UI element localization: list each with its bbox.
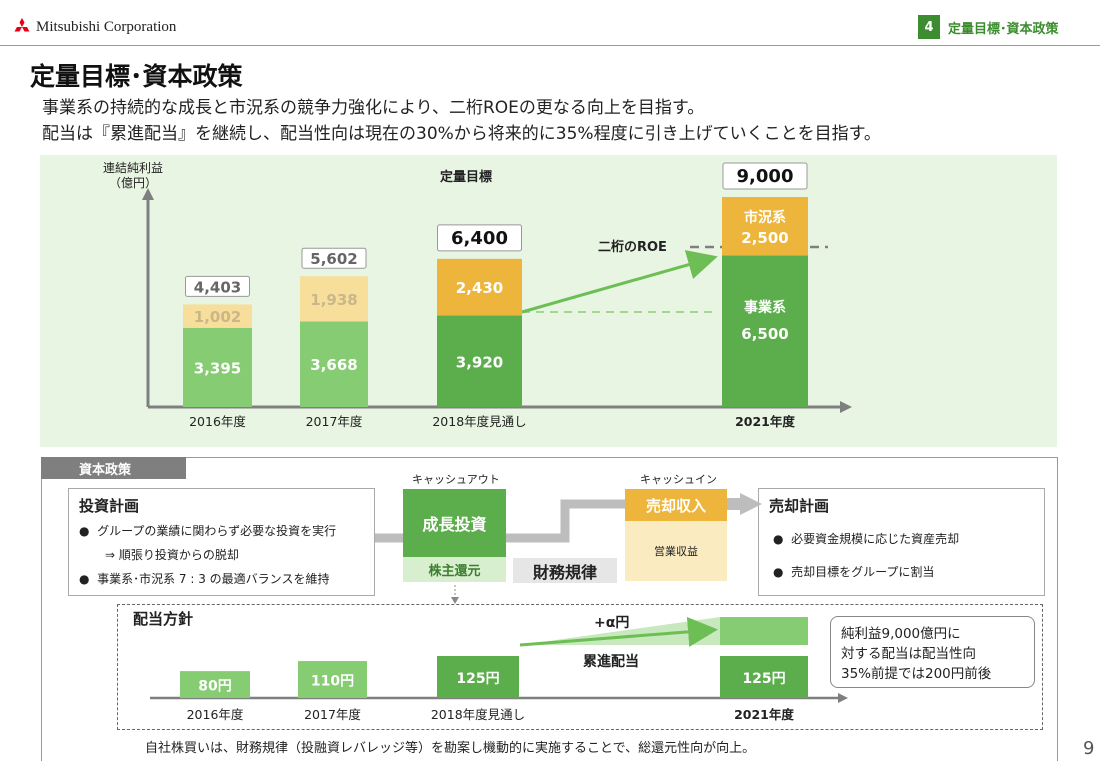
section-number: 4 <box>918 15 940 39</box>
investment-plan-panel: 投資計画 ● グループの業績に関わらず必要な投資を実行 ⇒ 順張り投資からの脱却… <box>68 488 375 596</box>
bar-top-label-3: 2,500 <box>741 229 788 247</box>
bar-top-label-0: 1,002 <box>194 308 241 326</box>
total-box-3 <box>722 162 808 190</box>
bar-base-label-1: 3,668 <box>310 356 357 374</box>
segment-label-market: 市況系 <box>744 209 786 226</box>
investment-bullet-2: ● 事業系･市況系 7 : 3 の最適バランスを維持 <box>79 572 330 586</box>
bar-top-2 <box>437 258 522 316</box>
dividend-chart: 80円 2016年度 110円 2017年度 125円 2018年度見通し 125円 2021… <box>150 616 848 722</box>
company-name: Mitsubishi Corporation <box>36 18 177 35</box>
sale-bullet-2: ● 売却目標をグループに割当 <box>773 565 935 579</box>
footer-note: 自社株買いは、財務規律（投融資レバレッジ等）を勘案し機動的に実施することで、総還… <box>145 741 756 756</box>
cash-in-label: キャッシュイン <box>640 473 717 486</box>
growth-investment-box: 成長投資 <box>403 489 506 557</box>
dividend-x-tick-1: 2017年度 <box>304 707 361 722</box>
sale-income-box: 売却収入 <box>625 489 727 521</box>
total-box-2 <box>437 224 522 252</box>
dividend-bar-label-1: 110円 <box>311 674 354 690</box>
capital-policy-frame <box>41 457 1058 761</box>
dividend-bar-label-0: 80円 <box>198 679 231 695</box>
total-label-1: 5,602 <box>310 250 357 268</box>
investment-bullet-1-sub: ⇒ 順張り投資からの脱却 <box>105 548 239 562</box>
total-label-2: 6,400 <box>451 228 508 249</box>
dividend-bar-2 <box>437 656 519 698</box>
dividend-bar-1 <box>298 661 367 698</box>
subtitle-line-2: 配当は『累進配当』を継続し、配当性向は現在の30%から将来的に35%程度に引き上… <box>42 124 881 144</box>
bar-top-1 <box>300 276 368 322</box>
bar-top-0 <box>183 304 252 328</box>
investment-bullet-1: ● グループの業績に関わらず必要な投資を実行 <box>79 524 337 538</box>
total-label-0: 4,403 <box>194 278 241 296</box>
bar-base-2 <box>437 315 522 407</box>
total-box-1 <box>301 247 367 269</box>
y-axis-arrow <box>142 188 154 200</box>
dividend-bar-label-3: 125円 <box>742 671 785 687</box>
target-chart: 3,395 1,002 4,403 2016年度 3,668 1,938 5,602 2017… <box>142 162 852 429</box>
header-divider <box>0 45 1100 46</box>
y-axis-label: 連結純利益 （億円） <box>103 161 164 190</box>
x-axis-arrow <box>840 401 852 413</box>
bar-base-1 <box>300 321 368 407</box>
total-box-0 <box>185 275 250 297</box>
page-title: 定量目標･資本政策 <box>30 62 243 91</box>
bar-top-label-2: 2,430 <box>456 279 503 297</box>
dividend-note: 純利益9,000億円に 対する配当は配当性向 35%前提では200円前後 <box>830 616 1035 688</box>
sale-plan-title: 売却計画 <box>769 497 830 515</box>
dividend-x-axis-arrow <box>838 693 848 703</box>
segment-label-business: 事業系 <box>744 299 786 316</box>
section-indicator: 4 定量目標･資本政策 <box>918 15 1059 39</box>
x-tick-label-1: 2017年度 <box>306 414 363 429</box>
bar-top-label-1: 1,938 <box>310 291 357 309</box>
bar-base-label-0: 3,395 <box>194 359 241 377</box>
bar-base-label-3: 6,500 <box>741 325 788 343</box>
section-title: 定量目標･資本政策 <box>948 21 1059 37</box>
x-tick-label-0: 2016年度 <box>189 414 246 429</box>
target-chart-title: 定量目標 <box>440 170 493 185</box>
x-tick-label-3: 2021年度 <box>735 414 795 429</box>
cash-out-label: キャッシュアウト <box>412 473 500 486</box>
bar-base-label-2: 3,920 <box>456 353 503 371</box>
dividend-x-tick-3: 2021年度 <box>734 707 794 722</box>
dividend-growth-arrow <box>519 616 718 647</box>
sale-bullet-1: ● 必要資金規模に応じた資産売却 <box>773 532 960 546</box>
bar-base-3 <box>722 255 808 407</box>
plus-alpha-bar <box>720 617 808 645</box>
plus-alpha-annotation: +α円 <box>594 615 630 631</box>
bar-top-3 <box>722 197 808 256</box>
page-number: 9 <box>1083 738 1095 759</box>
capital-policy-tag: 資本政策 <box>41 457 186 479</box>
dividend-bar-0 <box>180 671 250 698</box>
roe-annotation: 二桁のROE <box>598 240 667 255</box>
growth-arrow <box>521 250 718 314</box>
total-label-3: 9,000 <box>737 166 794 187</box>
three-diamonds-icon <box>14 18 30 32</box>
x-tick-label-2: 2018年度見通し <box>432 414 526 429</box>
dividend-x-tick-2: 2018年度見通し <box>431 707 525 722</box>
bar-base-0 <box>183 327 252 407</box>
company-logo: Mitsubishi Corporation <box>12 18 176 36</box>
subtitle-line-1: 事業系の持続的な成長と市況系の競争力強化により、二桁ROEの更なる向上を目指す。 <box>42 98 705 118</box>
investment-plan-title: 投資計画 <box>79 497 140 515</box>
dividend-bar-label-2: 125円 <box>456 671 499 687</box>
shareholder-return-box: 株主還元 <box>403 557 506 582</box>
operating-income-box: 営業収益 <box>625 521 727 581</box>
dividend-policy-frame <box>117 604 1043 730</box>
dividend-policy-title: 配当方針 <box>133 610 194 628</box>
progressive-dividend-annotation: 累進配当 <box>583 654 639 670</box>
financial-discipline-box: 財務規律 <box>513 558 617 583</box>
dividend-bar-3 <box>720 656 808 698</box>
sale-plan-panel: 売却計画 ● 必要資金規模に応じた資産売却 ● 売却目標をグループに割当 <box>758 488 1045 596</box>
dividend-x-tick-0: 2016年度 <box>187 707 244 722</box>
